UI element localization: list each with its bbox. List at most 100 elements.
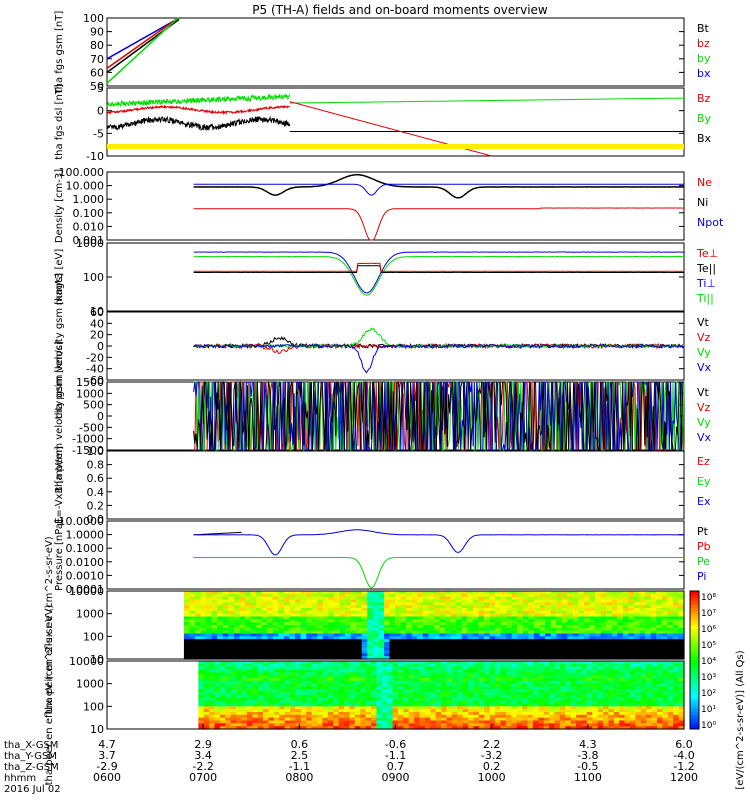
series-by-flat	[289, 97, 684, 104]
spectrogram-cell	[257, 686, 264, 690]
spectrogram-cell	[639, 633, 646, 637]
spectrogram-cell	[651, 663, 658, 668]
spectrogram-cell	[484, 703, 491, 707]
x-tick-label: 4.3	[579, 738, 597, 751]
spectrogram-cell	[430, 695, 437, 699]
spectrogram-cell	[550, 656, 557, 660]
spectrogram-cell	[246, 695, 253, 699]
spectrogram-cell	[656, 647, 663, 652]
spectrogram-cell	[595, 644, 602, 649]
spectrogram-cell	[361, 596, 368, 601]
spectrogram-cell	[345, 599, 352, 603]
spectrogram-cell	[403, 717, 410, 722]
spectrogram-cell	[539, 633, 546, 637]
spectrogram-cell	[383, 642, 391, 646]
spectrogram-cell	[306, 678, 313, 682]
spectrogram-cell	[628, 633, 635, 637]
spectrogram-cell	[435, 706, 442, 710]
spectrogram-cell	[505, 712, 512, 716]
spectrogram-cell	[657, 700, 664, 705]
colorbar-cell	[690, 718, 699, 723]
spectrogram-cell	[539, 630, 546, 635]
spectrogram-cell	[389, 596, 396, 601]
spectrogram-cell	[597, 686, 604, 690]
spectrogram-cell	[478, 627, 485, 632]
spectrogram-cell	[441, 726, 448, 730]
spectrogram-cell	[327, 714, 334, 719]
spectrogram-cell	[572, 613, 580, 618]
spectrogram-cell	[639, 610, 646, 615]
spectrogram-cell	[217, 633, 224, 637]
spectrogram-cell	[461, 602, 468, 606]
spectrogram-cell	[214, 726, 221, 730]
spectrogram-cell	[411, 605, 418, 609]
spectrogram-cell	[417, 636, 424, 640]
spectrogram-cell	[511, 695, 518, 699]
spectrogram-cell	[222, 616, 229, 620]
spectrogram-cell	[328, 591, 335, 595]
spectrogram-cell	[367, 647, 374, 652]
spectrogram-cell	[230, 700, 237, 705]
spectrogram-cell	[367, 653, 374, 657]
spectrogram-cell	[241, 703, 248, 707]
spectrogram-cell	[261, 653, 268, 657]
spectrogram-cell	[517, 630, 524, 635]
spectrogram-cell	[406, 608, 413, 612]
spectrogram-cell	[322, 717, 329, 722]
spectrogram-cell	[279, 661, 286, 665]
spectrogram-cell	[406, 627, 413, 632]
spectrogram-cell	[538, 669, 545, 673]
spectrogram-cell	[478, 680, 485, 685]
spectrogram-cell	[389, 633, 396, 637]
spectrogram-cell	[667, 700, 674, 705]
spectrogram-cell	[527, 672, 534, 676]
spectrogram-cell	[306, 591, 313, 595]
spectrogram-cell	[462, 695, 469, 699]
spectrogram-cell	[349, 689, 356, 693]
spectrogram-cell	[500, 692, 507, 696]
spectrogram-cell	[678, 596, 685, 601]
spectrogram-cell	[467, 610, 474, 615]
spectrogram-cell	[300, 653, 307, 657]
spectrogram-cell	[543, 700, 550, 705]
spectrogram-cell	[450, 639, 457, 643]
spectrogram-cell	[578, 642, 585, 646]
spectrogram-cell	[461, 653, 468, 657]
spectrogram-cell	[417, 647, 424, 652]
spectrogram-cell	[322, 619, 329, 623]
spectrogram-cell	[422, 619, 430, 623]
spectrogram-cell	[236, 683, 243, 688]
spectrogram-cell	[450, 605, 457, 609]
spectrogram-cell	[639, 656, 646, 660]
spectrogram-cell	[441, 683, 448, 688]
spectrogram-cell	[617, 653, 624, 657]
spectrogram-cell	[483, 591, 491, 595]
spectrogram-cell	[595, 650, 602, 654]
spectrogram-cell	[640, 700, 647, 705]
spectrogram-cell	[617, 622, 624, 626]
spectrogram-cell	[198, 703, 205, 707]
spectrogram-cell	[646, 697, 653, 702]
spectrogram-cell	[570, 666, 577, 671]
spectrogram-cell	[678, 720, 685, 724]
spectrogram-cell	[430, 686, 437, 690]
spectrogram-cell	[505, 726, 512, 730]
spectrogram-cell	[311, 596, 318, 601]
spectrogram-cell	[528, 605, 535, 609]
spectrogram-cell	[214, 666, 221, 671]
spectrogram-cell	[408, 661, 415, 665]
spectrogram-cell	[217, 608, 224, 612]
spectrogram-cell	[392, 712, 399, 716]
spectrogram-cell	[570, 717, 577, 722]
spectrogram-cell	[554, 683, 561, 688]
spectrogram-cell	[214, 672, 221, 676]
spectrogram-cell	[300, 616, 307, 620]
spectrogram-cell	[339, 639, 346, 643]
spectrogram-cell	[450, 647, 457, 652]
spectrogram-cell	[338, 689, 345, 693]
spectrogram-cell	[478, 636, 485, 640]
spectrogram-cell	[203, 700, 210, 705]
spectrogram-cell	[517, 644, 524, 649]
spectrogram-cell	[478, 675, 485, 679]
spectrogram-cell	[230, 661, 237, 665]
